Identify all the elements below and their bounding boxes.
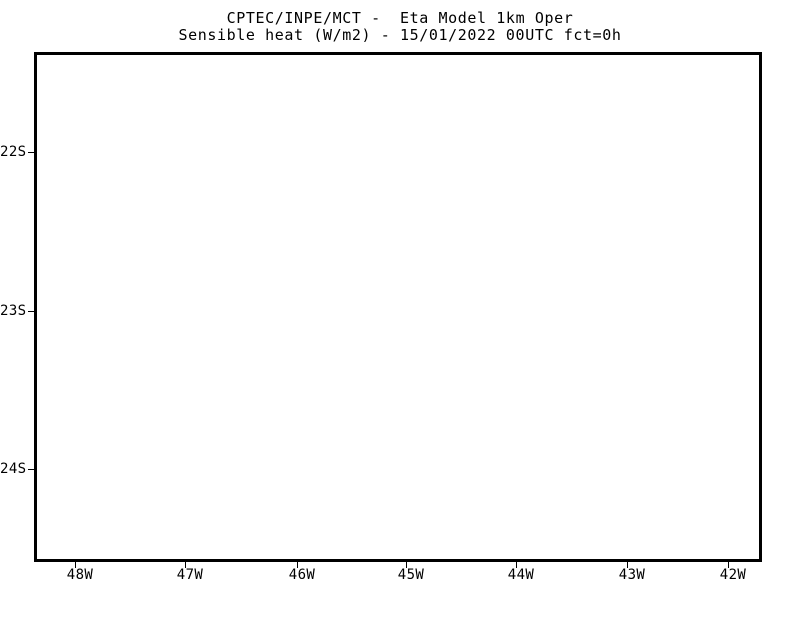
- ytick-23s: [28, 311, 34, 312]
- yaxis-label-24s: 24S: [0, 461, 27, 477]
- figure-title: CPTEC/INPE/MCT - Eta Model 1km Oper Sens…: [0, 10, 800, 44]
- xaxis-label-43w: 43W: [618, 567, 646, 583]
- xtick-44w: [516, 562, 517, 568]
- ytick-24s: [28, 469, 34, 470]
- plot-frame: [34, 52, 762, 562]
- ytick-22s: [28, 152, 34, 153]
- title-line-model: CPTEC/INPE/MCT - Eta Model 1km Oper: [226, 9, 574, 27]
- xtick-43w: [627, 562, 628, 568]
- xtick-46w: [297, 562, 298, 568]
- title-line-variable: Sensible heat (W/m2) - 15/01/2022 00UTC …: [178, 26, 622, 44]
- xaxis-label-44w: 44W: [507, 567, 535, 583]
- xtick-45w: [406, 562, 407, 568]
- yaxis-label-22s: 22S: [0, 144, 27, 160]
- xtick-42w: [728, 562, 729, 568]
- yaxis-label-23s: 23S: [0, 303, 27, 319]
- xaxis-label-42w: 42W: [719, 567, 747, 583]
- xaxis-label-48w: 48W: [66, 567, 94, 583]
- xaxis-label-45w: 45W: [397, 567, 425, 583]
- xtick-48w: [75, 562, 76, 568]
- xtick-47w: [185, 562, 186, 568]
- xaxis-label-46w: 46W: [288, 567, 316, 583]
- xaxis-label-47w: 47W: [176, 567, 204, 583]
- plot-area: [34, 52, 762, 562]
